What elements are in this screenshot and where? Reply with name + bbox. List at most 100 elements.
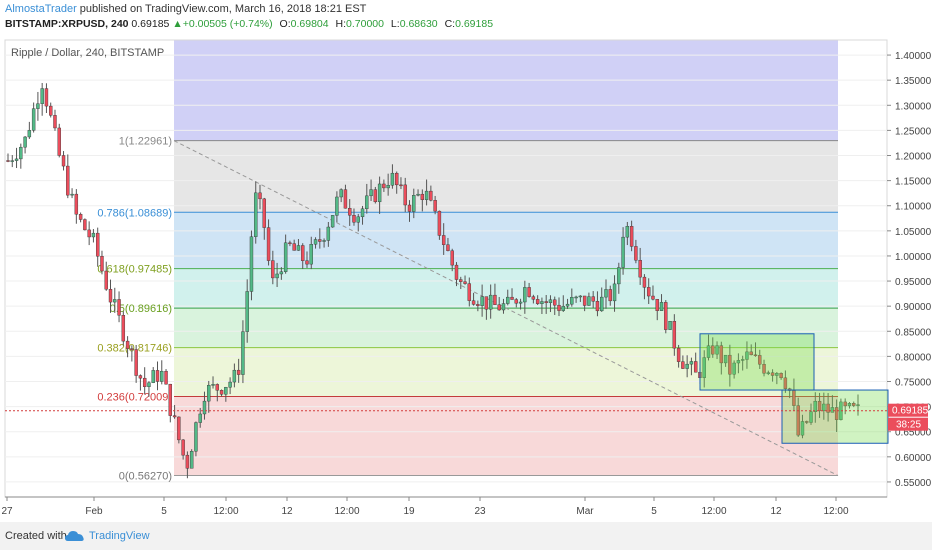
fib-zone	[174, 347, 838, 397]
candle-body	[681, 361, 685, 369]
candle-body	[6, 160, 10, 162]
candle-body	[668, 321, 672, 330]
candle-body	[87, 229, 91, 238]
x-tick-label: 12	[281, 506, 293, 517]
candle-body	[262, 198, 266, 228]
x-tick-label: 12:00	[823, 506, 848, 517]
candle-body	[642, 276, 647, 288]
candle-body	[749, 351, 753, 356]
candle-body	[766, 372, 771, 374]
candle-body	[83, 219, 87, 231]
candle-body	[625, 226, 630, 238]
candle-body	[544, 301, 548, 303]
candle-body	[608, 289, 612, 302]
candle-body	[783, 377, 788, 389]
candle-body	[582, 295, 587, 306]
candle-body	[497, 304, 501, 311]
candle-body	[527, 287, 531, 297]
fib-label: 0(0.56270)	[119, 471, 172, 483]
candle-body	[57, 127, 61, 156]
candle-body	[732, 362, 736, 375]
candle-body	[168, 383, 173, 416]
candle-body	[348, 208, 352, 216]
candle-body	[612, 283, 617, 302]
candle-body	[185, 454, 190, 469]
x-tick-label: 27	[1, 506, 13, 517]
candle-body	[604, 289, 608, 298]
candle-body	[390, 172, 395, 186]
candle-body	[365, 195, 369, 210]
y-tick-label: 0.90000	[895, 302, 932, 313]
author-link[interactable]: AlmostaTrader	[5, 3, 77, 15]
candle-body	[198, 413, 202, 423]
x-tick-label: Feb	[85, 506, 103, 517]
candle-body	[420, 193, 425, 200]
candle-body	[254, 192, 258, 237]
candle-body	[31, 108, 36, 131]
candle-body	[822, 403, 826, 411]
candle-body	[617, 267, 621, 285]
close-value: 0.69185	[455, 18, 494, 30]
candle-body	[796, 405, 800, 436]
tradingview-brand[interactable]: TradingView	[89, 530, 150, 542]
candle-body	[702, 357, 706, 378]
candle-body	[172, 415, 177, 418]
y-tick-label: 1.35000	[895, 76, 932, 87]
x-tick-label: 12:00	[334, 506, 359, 517]
candle-body	[715, 345, 719, 355]
candle-body	[189, 451, 194, 469]
price-chart[interactable]: 1(1.22961) 0.786(1.08689) 0.618(0.97485) 0.…	[0, 0, 932, 522]
y-tick-label: 1.40000	[895, 51, 932, 62]
candle-body	[288, 242, 292, 245]
candle-body	[155, 370, 160, 382]
candle-body	[800, 421, 805, 436]
low-value: 0.68630	[399, 18, 438, 30]
candle-body	[412, 195, 416, 212]
range-box-1	[699, 333, 815, 391]
candle-body	[373, 189, 378, 203]
candle-body	[369, 189, 373, 197]
fib-zone	[174, 212, 838, 269]
candle-body	[356, 216, 360, 223]
range-box-2	[781, 389, 889, 444]
candle-body	[723, 354, 728, 364]
candle-body	[416, 193, 420, 196]
candle-body	[758, 355, 762, 365]
candle-body	[565, 303, 570, 307]
candle-body	[164, 370, 168, 385]
ohlc-line: BITSTAMP:XRPUSD, 240 0.69185 ▲+0.00505 (…	[5, 18, 493, 30]
candle-body	[488, 294, 493, 310]
candle-body	[108, 288, 113, 303]
candle-body	[834, 407, 839, 420]
candle-body	[450, 250, 454, 266]
candle-body	[74, 193, 79, 215]
candle-body	[843, 401, 847, 407]
candle-body	[292, 243, 296, 251]
candle-body	[271, 260, 275, 279]
candle-body	[318, 239, 322, 242]
candle-body	[343, 189, 348, 209]
candle-body	[91, 232, 96, 238]
candle-body	[689, 361, 694, 365]
candle-body	[523, 287, 527, 303]
candle-body	[506, 296, 510, 304]
candle-body	[762, 364, 766, 374]
candle-body	[510, 296, 514, 300]
candle-body	[847, 403, 852, 407]
candle-body	[61, 155, 66, 167]
tradingview-cloud-icon	[65, 531, 84, 541]
candle-body	[591, 296, 595, 302]
candle-body	[283, 242, 288, 272]
y-tick-label: 0.95000	[895, 277, 932, 288]
candle-body	[207, 384, 211, 402]
y-tick-label: 1.10000	[895, 202, 932, 213]
candle-body	[711, 345, 715, 355]
created-with-text: Created with	[5, 530, 67, 542]
overlays	[5, 333, 889, 444]
candle-body	[399, 184, 403, 187]
candle-body	[587, 296, 591, 306]
y-tick-label: 0.75000	[895, 377, 932, 388]
candle-body	[531, 296, 536, 300]
candle-body	[151, 370, 155, 383]
candle-body	[266, 227, 271, 261]
